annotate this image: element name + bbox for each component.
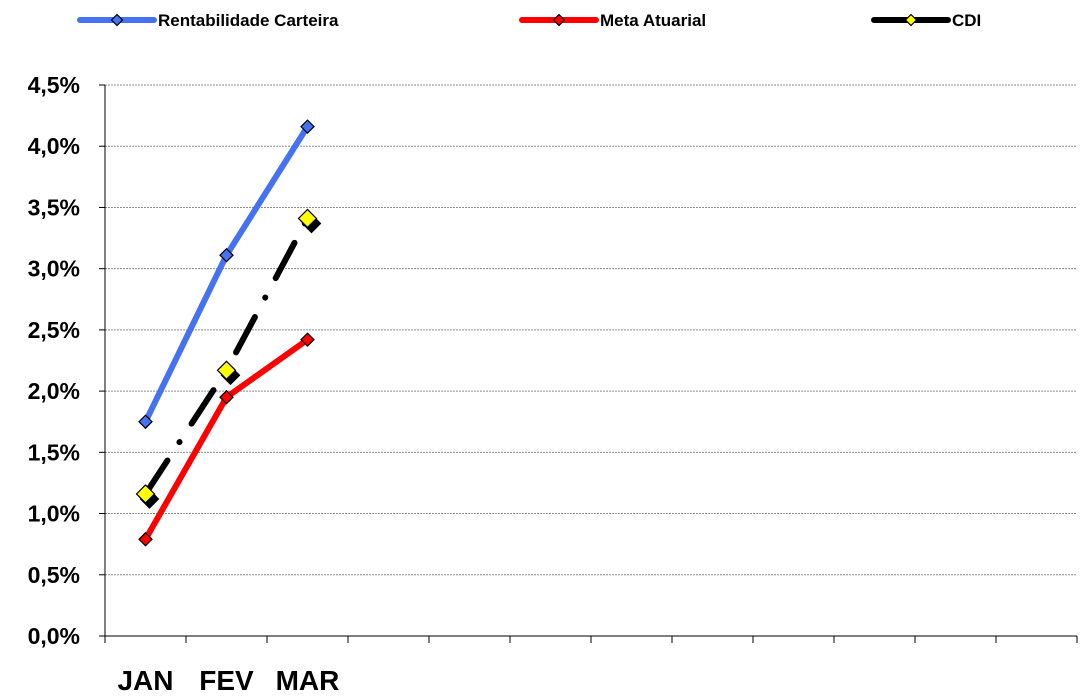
x-tick-label: JAN (117, 665, 173, 693)
legend: Rentabilidade Carteira Meta Atuarial CDI (77, 11, 981, 30)
series-1 (138, 332, 315, 547)
legend-item-0: Rentabilidade Carteira (77, 11, 339, 30)
y-tick-label: 1,0% (28, 501, 80, 527)
gridlines (105, 84, 1077, 576)
legend-marker (904, 13, 918, 27)
legend-label: CDI (952, 11, 981, 30)
y-tick-label: 0,5% (28, 562, 80, 588)
y-tick-label: 3,0% (28, 256, 80, 282)
legend-item-1: Meta Atuarial (519, 11, 706, 30)
data-point (138, 414, 153, 430)
data-point (297, 208, 318, 229)
data-point (219, 389, 234, 405)
data-point (300, 332, 315, 348)
data-point (300, 119, 315, 134)
series-0 (138, 119, 315, 430)
legend-item-2: CDI (871, 11, 981, 30)
y-tick-label: 2,0% (28, 378, 80, 404)
axes: 0,0% 0,5% 1,0% 1,5% 2,0% 2,5% 3,0% 3,5% 4,0% 4,5%… (28, 72, 1078, 696)
y-tick-label: 3,5% (28, 194, 80, 220)
series-layer (135, 119, 322, 547)
data-point (216, 360, 237, 381)
legend-marker (110, 13, 124, 27)
legend-marker (552, 13, 566, 27)
y-tick-label: 4,0% (28, 133, 80, 159)
data-point (138, 531, 153, 547)
y-tick-label: 2,5% (28, 317, 80, 343)
y-tick-label: 4,5% (28, 72, 80, 98)
x-tick-label: MAR (276, 665, 340, 693)
legend-label: Rentabilidade Carteira (158, 11, 339, 30)
series-2 (135, 208, 322, 509)
legend-label: Meta Atuarial (600, 11, 706, 30)
x-tick-label: FEV (199, 665, 254, 693)
y-tick-label: 0,0% (28, 623, 80, 649)
data-point (219, 247, 234, 263)
y-tick-label: 1,5% (28, 439, 80, 465)
data-point (135, 484, 156, 504)
